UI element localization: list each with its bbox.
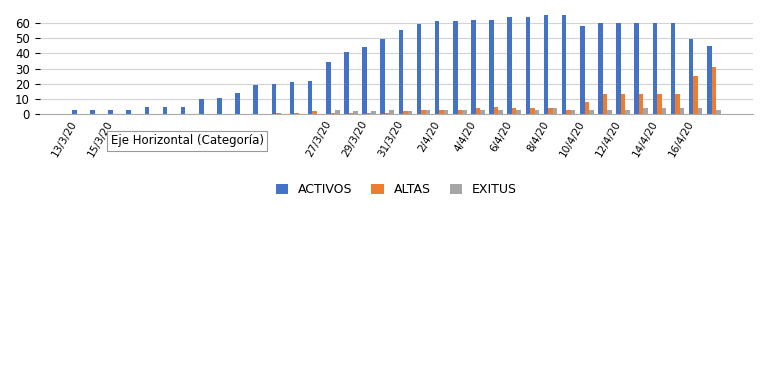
Bar (253, 85, 258, 114)
Bar (372, 111, 376, 114)
Bar (494, 107, 498, 114)
Bar (680, 108, 684, 114)
Bar (199, 99, 204, 114)
Bar (380, 40, 385, 114)
Bar (444, 110, 449, 114)
Bar (489, 20, 494, 114)
Bar (399, 30, 403, 114)
Bar (90, 110, 94, 114)
Bar (603, 94, 607, 114)
Bar (553, 108, 558, 114)
Bar (403, 111, 408, 114)
Bar (326, 62, 330, 114)
Bar (512, 108, 517, 114)
Bar (634, 23, 639, 114)
Bar (417, 24, 421, 114)
Bar (389, 110, 394, 114)
Bar (453, 21, 458, 114)
Bar (308, 81, 313, 114)
Bar (711, 67, 716, 114)
Bar (698, 108, 703, 114)
Bar (425, 110, 430, 114)
Bar (530, 108, 535, 114)
Bar (675, 94, 680, 114)
Bar (644, 108, 648, 114)
Bar (544, 15, 548, 114)
Legend: ACTIVOS, ALTAS, EXITUS: ACTIVOS, ALTAS, EXITUS (270, 178, 522, 201)
Bar (435, 21, 439, 114)
Bar (181, 107, 185, 114)
Bar (235, 93, 240, 114)
Bar (385, 113, 389, 114)
Bar (421, 110, 425, 114)
Bar (707, 46, 711, 114)
Bar (535, 110, 539, 114)
Bar (689, 40, 694, 114)
Bar (462, 110, 467, 114)
Bar (290, 82, 294, 114)
Text: Eje Horizontal (Categoría): Eje Horizontal (Categoría) (111, 134, 264, 147)
Bar (584, 102, 589, 114)
Bar (716, 110, 720, 114)
Bar (566, 110, 571, 114)
Bar (580, 26, 584, 114)
Bar (344, 52, 349, 114)
Bar (367, 113, 372, 114)
Bar (217, 98, 222, 114)
Bar (349, 113, 353, 114)
Bar (330, 113, 335, 114)
Bar (661, 108, 666, 114)
Bar (439, 110, 444, 114)
Bar (163, 107, 167, 114)
Bar (598, 23, 603, 114)
Bar (475, 108, 480, 114)
Bar (517, 110, 521, 114)
Bar (657, 94, 661, 114)
Bar (498, 110, 503, 114)
Bar (616, 23, 621, 114)
Bar (108, 110, 113, 114)
Bar (625, 110, 630, 114)
Bar (670, 23, 675, 114)
Bar (353, 111, 358, 114)
Bar (272, 84, 276, 114)
Bar (335, 110, 339, 114)
Bar (639, 94, 644, 114)
Bar (621, 94, 625, 114)
Bar (694, 76, 698, 114)
Bar (508, 16, 512, 114)
Bar (653, 23, 657, 114)
Bar (525, 16, 530, 114)
Bar (362, 47, 367, 114)
Bar (313, 111, 317, 114)
Bar (471, 20, 475, 114)
Bar (408, 111, 412, 114)
Bar (571, 110, 575, 114)
Bar (276, 113, 280, 114)
Bar (548, 108, 553, 114)
Bar (562, 15, 566, 114)
Bar (127, 110, 131, 114)
Bar (458, 110, 462, 114)
Bar (607, 110, 612, 114)
Bar (480, 110, 485, 114)
Bar (144, 107, 149, 114)
Bar (72, 110, 77, 114)
Bar (294, 113, 299, 114)
Bar (589, 110, 594, 114)
